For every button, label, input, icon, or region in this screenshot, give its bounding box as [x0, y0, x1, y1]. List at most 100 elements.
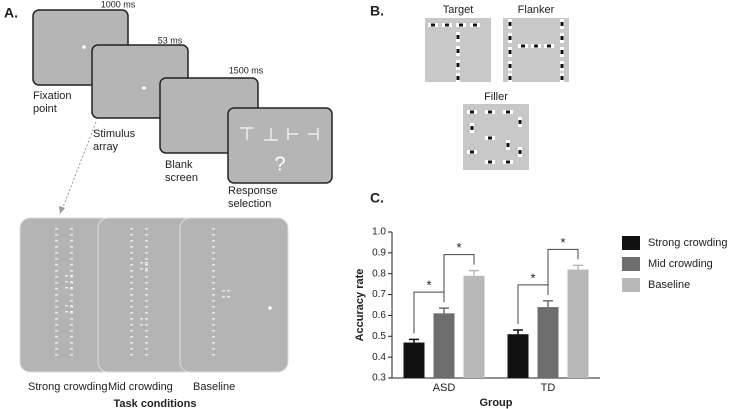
dash	[212, 258, 215, 260]
dash	[145, 264, 148, 266]
y-tick-label: 0.7	[372, 289, 386, 300]
dash	[70, 294, 73, 296]
dash	[145, 262, 148, 264]
legend-label: Mid crowding	[648, 258, 713, 270]
dash	[70, 311, 73, 313]
y-tick-label: 0.5	[372, 331, 386, 342]
dash	[130, 240, 133, 242]
dash	[70, 300, 73, 302]
chart: 0.3 0.4 0.5 0.6 0.7 0.8 0.9 1.0 Accuracy rate Gro…	[354, 227, 728, 409]
stimulus-box	[463, 104, 529, 170]
dash	[130, 342, 133, 344]
dash	[65, 281, 68, 283]
dash	[212, 330, 215, 332]
duration: 1000 ms	[101, 0, 136, 9]
caption: point	[33, 103, 57, 115]
caption: selection	[228, 198, 271, 210]
gabor	[470, 150, 474, 154]
dash	[70, 270, 73, 272]
dash	[145, 282, 148, 284]
dash	[145, 300, 148, 302]
dash	[55, 234, 58, 236]
dash	[145, 234, 148, 236]
dash	[70, 246, 73, 248]
dashed-arrow	[61, 121, 97, 211]
gabor	[560, 50, 564, 54]
dash	[55, 264, 58, 266]
dash	[145, 336, 148, 338]
dash	[130, 252, 133, 254]
dash	[145, 228, 148, 230]
caption: array	[93, 141, 119, 153]
legend-label: Strong crowding	[648, 237, 728, 249]
panel-label: B.	[370, 3, 384, 19]
significance-bracket	[443, 254, 475, 303]
dash	[140, 262, 143, 264]
dash	[227, 290, 230, 292]
dash	[70, 306, 73, 308]
dash	[130, 324, 133, 326]
screen	[227, 107, 333, 184]
dash	[212, 324, 215, 326]
dash	[130, 312, 133, 314]
dash	[140, 324, 143, 326]
dash	[212, 312, 215, 314]
dash	[130, 348, 133, 350]
x-axis-label: Group	[480, 397, 513, 409]
dash	[212, 294, 215, 296]
fixation-dot	[142, 86, 146, 90]
dash	[55, 318, 58, 320]
dash	[145, 330, 148, 332]
dash	[145, 252, 148, 254]
legend-swatch	[622, 236, 640, 250]
dash	[130, 258, 133, 260]
bar	[433, 313, 455, 378]
legend-swatch	[622, 257, 640, 271]
dash	[70, 348, 73, 350]
dash	[145, 246, 148, 248]
dash	[145, 312, 148, 314]
x-tick-label: ASD	[433, 382, 456, 394]
dash	[130, 306, 133, 308]
dash	[130, 318, 133, 320]
y-tick-label: 0.8	[372, 268, 386, 279]
dash	[130, 276, 133, 278]
dash	[55, 312, 58, 314]
stimulus-label: Flanker	[518, 4, 555, 16]
dash	[55, 240, 58, 242]
gabor	[506, 160, 510, 164]
dash	[55, 342, 58, 344]
dash	[145, 318, 148, 320]
dash	[70, 312, 73, 314]
gabor	[508, 64, 512, 68]
dash	[145, 268, 148, 270]
dash	[212, 306, 215, 308]
bar	[507, 334, 529, 378]
y-tick-label: 0.9	[372, 247, 386, 258]
dash	[70, 252, 73, 254]
dash	[55, 354, 58, 356]
dash	[212, 252, 215, 254]
dash	[212, 342, 215, 344]
arrow-head	[59, 206, 65, 214]
gabor	[473, 23, 477, 27]
gabor	[488, 110, 492, 114]
gabor	[518, 120, 522, 124]
dash	[145, 276, 148, 278]
gabor	[560, 36, 564, 40]
dash	[70, 276, 73, 278]
condition-label: Baseline	[193, 381, 235, 393]
dash	[222, 296, 225, 298]
dash	[55, 294, 58, 296]
dash	[55, 330, 58, 332]
condition-label: Strong crowding	[28, 381, 108, 393]
caption: Response	[228, 185, 278, 197]
fixation-dot	[82, 45, 86, 49]
dash	[145, 306, 148, 308]
dash	[130, 246, 133, 248]
stimulus-label: Filler	[484, 91, 508, 103]
dash	[65, 311, 68, 313]
panel-label: C.	[370, 190, 384, 206]
dash	[70, 336, 73, 338]
